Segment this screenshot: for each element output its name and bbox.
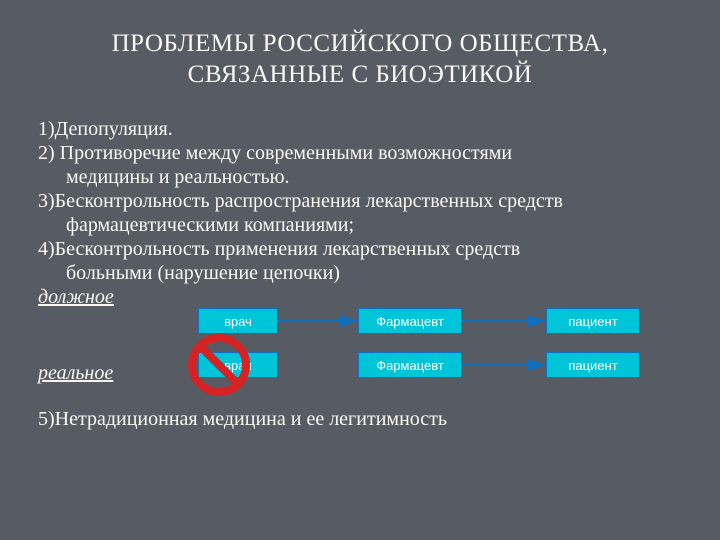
node-label: Фармацевт [376,358,444,373]
list-item-2: 2) Противоречие между современными возмо… [38,142,688,166]
ideal-label: должное [38,286,688,310]
list-item-4-cont: больными (нарушение цепочки) [38,262,688,286]
list-item-5: 5)Нетрадиционная медицина и ее легитимно… [38,408,688,432]
node-label: врач [224,314,252,329]
slide: ПРОБЛЕМЫ РОССИЙСКОГО ОБЩЕСТВА, СВЯЗАННЫЕ… [0,0,720,540]
node-label: пациент [568,358,617,373]
list-item-3-cont: фармацевтическими компаниями; [38,214,688,238]
list-item-2-cont: медицины и реальностью. [38,166,688,190]
node-pharmacist-real: Фармацевт [358,352,462,378]
list-item-1: 1)Депопуляция. [38,118,688,142]
node-patient-ideal: пациент [546,308,640,334]
node-pharmacist-ideal: Фармацевт [358,308,462,334]
node-label: пациент [568,314,617,329]
node-patient-real: пациент [546,352,640,378]
list-item-4: 4)Бесконтрольность применения лекарствен… [38,238,688,262]
node-doctor-ideal: врач [198,308,278,334]
title-line-2: СВЯЗАННЫЕ С БИОЭТИКОЙ [188,61,533,88]
list-item-3: 3)Бесконтрольность распространения лекар… [38,190,688,214]
node-label: врач [224,358,252,373]
title-line-1: ПРОБЛЕМЫ РОССИЙСКОГО ОБЩЕСТВА, [112,30,609,57]
node-label: Фармацевт [376,314,444,329]
slide-title: ПРОБЛЕМЫ РОССИЙСКОГО ОБЩЕСТВА, СВЯЗАННЫЕ… [0,28,720,91]
node-doctor-real: врач [198,352,278,378]
